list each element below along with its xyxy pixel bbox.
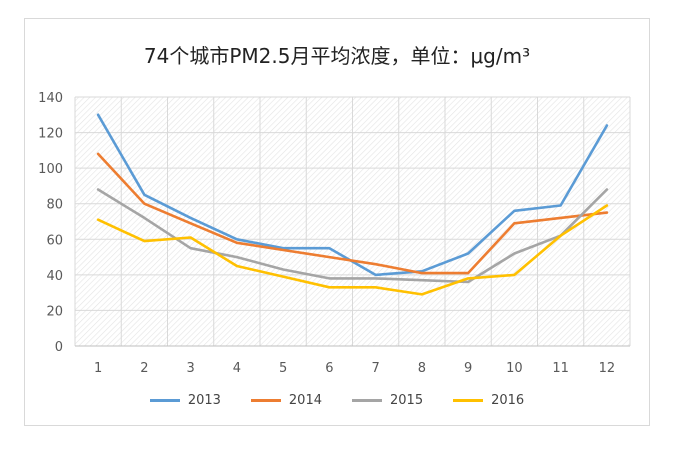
x-tick-label: 8 [418,361,426,376]
x-tick-label: 9 [464,361,472,376]
y-tick-label: 100 [38,162,63,177]
x-tick-label: 4 [233,361,241,376]
legend-swatch [250,399,281,402]
legend-swatch [149,399,180,402]
series-line-2016 [96,204,609,296]
y-tick-label: 60 [46,233,63,248]
x-tick-label: 10 [506,361,523,376]
series-line-2014 [96,152,609,275]
x-tick-label: 5 [279,361,287,376]
y-tick-label: 80 [46,198,63,213]
x-tick-label: 7 [371,361,379,376]
x-tick-label: 1 [94,361,102,376]
y-tick-label: 120 [38,127,63,142]
chart-title: 74个城市PM2.5月平均浓度，单位：μg/m³ [143,44,531,68]
legend-item-2014: 2014 [250,393,322,408]
legend-swatch [453,399,484,402]
legend: 2013 2014 2015 2016 [24,393,650,408]
legend-item-2015: 2015 [352,393,423,408]
x-tick-label: 3 [186,361,194,376]
legend-swatch [352,399,382,402]
x-tick-label: 6 [325,361,333,376]
legend-label: 2016 [491,393,525,408]
legend-item-2016: 2016 [453,393,524,408]
y-tick-label: 0 [55,340,63,355]
legend-label: 2013 [187,393,221,408]
x-tick-label: 12 [599,361,616,376]
x-tick-label: 2 [140,361,148,376]
legend-item-2013: 2013 [149,393,221,408]
series-line-2015 [96,188,609,284]
y-tick-label: 140 [38,91,63,106]
x-tick-label: 11 [552,361,569,376]
legend-label: 2014 [288,393,322,408]
legend-label: 2015 [390,393,424,408]
y-tick-label: 20 [46,304,63,319]
y-tick-label: 40 [46,269,63,284]
